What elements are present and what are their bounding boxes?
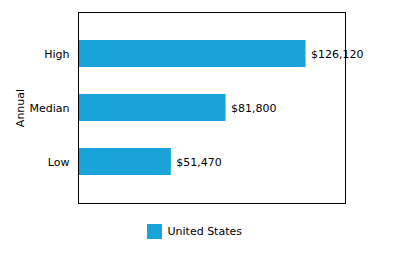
svg-text:$126,120: $126,120: [311, 48, 364, 61]
svg-text:High: High: [44, 48, 69, 61]
svg-text:Median: Median: [29, 102, 69, 115]
svg-text:$51,470: $51,470: [176, 156, 222, 169]
svg-text:Annual: Annual: [14, 89, 27, 127]
svg-text:$81,800: $81,800: [231, 102, 277, 115]
html-text:United States: United States: [167, 225, 242, 238]
svg-text:Low: Low: [48, 156, 70, 169]
